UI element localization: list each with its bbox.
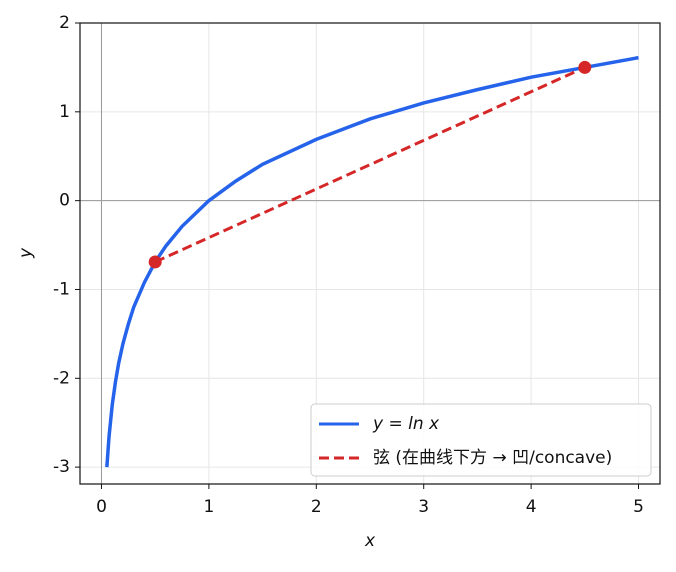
point-marker (148, 255, 162, 269)
x-axis-label: x (364, 531, 376, 551)
x-tick-label: 1 (203, 497, 214, 517)
y-tick-label: 2 (59, 13, 70, 33)
x-tick-label: 3 (418, 497, 429, 517)
y-tick-label: 0 (59, 191, 70, 211)
y-tick-label: -1 (53, 279, 70, 299)
legend-label: 弦 (在曲线下方 → 凹/concave) (373, 448, 612, 468)
y-tick-label: 1 (59, 102, 70, 122)
y-tick-label: -3 (53, 457, 70, 477)
series-line (105, 55, 639, 468)
y-axis-label: y (16, 247, 36, 259)
legend-label: y = ln x (372, 414, 440, 434)
plot-frame (79, 22, 661, 485)
point-marker (578, 60, 592, 74)
series-line (154, 66, 586, 264)
x-tick-label: 0 (96, 497, 107, 517)
y-tick-label: -2 (53, 368, 70, 388)
x-tick-label: 4 (526, 497, 537, 517)
legend-box (310, 403, 652, 477)
legend: y = ln x 弦 (在曲线下方 → 凹/concave) (310, 403, 652, 477)
x-tick-label: 2 (311, 497, 322, 517)
x-tick-label: 5 (633, 497, 644, 517)
